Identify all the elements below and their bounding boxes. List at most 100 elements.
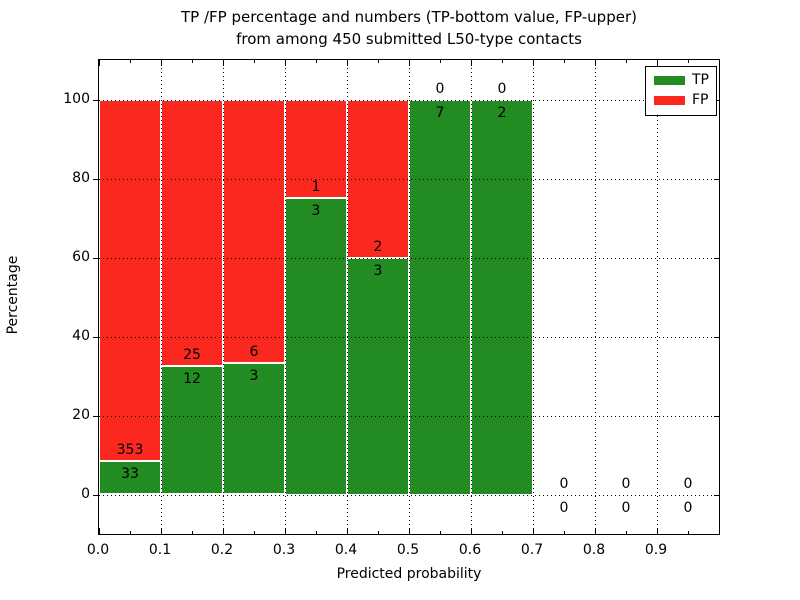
fp-count-label: 0 <box>497 80 507 97</box>
x-minor-tick <box>688 531 689 534</box>
x-minor-tick <box>254 531 255 534</box>
tp-count-label: 2 <box>497 104 507 121</box>
x-major-tick <box>347 528 348 534</box>
x-tick-label: 0.0 <box>86 542 110 558</box>
x-major-tick-top <box>657 60 658 66</box>
x-major-tick <box>595 528 596 534</box>
x-major-tick-top <box>99 60 100 66</box>
x-tick-label: 0.1 <box>148 542 172 558</box>
plot-area: TP FP 353 33 25 12 6 3 1 3 2 3 0 7 0 2 0 0 0 0 0 0 <box>93 59 720 535</box>
x-gridline <box>347 60 348 534</box>
x-tick-label: 0.8 <box>582 542 606 558</box>
x-major-tick-top <box>285 60 286 66</box>
x-tick-label: 0.2 <box>210 542 234 558</box>
x-major-tick-top <box>223 60 224 66</box>
x-major-tick <box>471 528 472 534</box>
tp-count-label: 3 <box>373 262 383 279</box>
fp-legend-swatch <box>654 96 685 105</box>
x-minor-tick <box>378 531 379 534</box>
y-major-tick-right <box>714 257 719 259</box>
x-minor-tick <box>626 531 627 534</box>
y-major-tick-right <box>714 494 719 496</box>
legend: TP FP <box>645 66 717 116</box>
chart-title-line1: TP /FP percentage and numbers (TP-bottom… <box>181 8 637 26</box>
tp-legend-label: TP <box>692 72 709 88</box>
fp-count-label: 0 <box>559 475 569 492</box>
tp-count-label: 0 <box>559 499 569 516</box>
tp-count-label: 33 <box>121 465 139 482</box>
y-axis-label: Percentage <box>5 255 21 335</box>
tp-bar-segment <box>161 366 223 495</box>
x-minor-tick-top <box>502 60 503 63</box>
x-minor-tick-top <box>130 60 131 63</box>
x-major-tick-top <box>347 60 348 66</box>
y-tick-label: 20 <box>72 406 90 423</box>
y-tick-label: 40 <box>72 327 90 344</box>
x-minor-tick <box>440 531 441 534</box>
fp-bar-segment <box>161 99 223 367</box>
tp-count-label: 3 <box>311 203 321 220</box>
x-major-tick-top <box>409 60 410 66</box>
fp-count-label: 6 <box>249 343 259 360</box>
y-major-tick <box>93 336 98 338</box>
x-tick-label: 0.9 <box>644 542 668 558</box>
tp-count-label: 3 <box>249 367 259 384</box>
x-gridline <box>595 60 596 534</box>
tp-bar-segment <box>471 99 533 495</box>
tp-bar-segment <box>347 257 409 495</box>
x-tick-label: 0.5 <box>396 542 420 558</box>
x-minor-tick <box>502 531 503 534</box>
chart-title-line2: from among 450 submitted L50-type contac… <box>236 30 582 48</box>
x-gridline <box>409 60 410 534</box>
x-gridline <box>161 60 162 534</box>
x-minor-tick-top <box>688 60 689 63</box>
x-axis-label: Predicted probability <box>336 566 482 582</box>
x-minor-tick-top <box>316 60 317 63</box>
x-major-tick-top <box>471 60 472 66</box>
fp-count-label: 0 <box>621 475 631 492</box>
chart-title: TP /FP percentage and numbers (TP-bottom… <box>99 6 719 50</box>
legend-entry-tp: TP <box>646 70 716 90</box>
fp-count-label: 25 <box>183 347 201 364</box>
x-tick-label: 0.7 <box>520 542 544 558</box>
x-tick-label: 0.3 <box>272 542 296 558</box>
x-major-tick <box>285 528 286 534</box>
tp-bar-segment <box>285 198 347 495</box>
fp-legend-label: FP <box>692 92 709 108</box>
x-major-tick <box>533 528 534 534</box>
x-gridline <box>533 60 534 534</box>
x-minor-tick-top <box>378 60 379 63</box>
y-major-tick <box>93 494 98 496</box>
y-major-tick-right <box>714 178 719 180</box>
x-minor-tick-top <box>564 60 565 63</box>
x-major-tick <box>657 528 658 534</box>
y-tick-label: 100 <box>63 90 90 107</box>
y-major-tick-right <box>714 336 719 338</box>
x-minor-tick-top <box>254 60 255 63</box>
y-major-tick <box>93 99 98 101</box>
fp-count-label: 2 <box>373 238 383 255</box>
fp-count-label: 0 <box>683 475 693 492</box>
x-tick-label: 0.6 <box>458 542 482 558</box>
fp-bar-segment <box>285 99 347 199</box>
y-major-tick <box>93 178 98 180</box>
fp-count-label: 353 <box>116 441 144 458</box>
tp-bar-segment <box>409 99 471 495</box>
x-gridline <box>657 60 658 534</box>
x-major-tick-top <box>595 60 596 66</box>
legend-entry-fp: FP <box>646 90 716 110</box>
x-major-tick-top <box>161 60 162 66</box>
x-major-tick <box>99 528 100 534</box>
x-minor-tick <box>316 531 317 534</box>
x-gridline <box>285 60 286 534</box>
x-gridline <box>471 60 472 534</box>
fp-bar-segment <box>223 99 285 363</box>
tp-count-label: 0 <box>683 499 693 516</box>
x-minor-tick-top <box>626 60 627 63</box>
tp-count-label: 12 <box>183 371 201 388</box>
tp-legend-swatch <box>654 76 685 85</box>
x-major-tick <box>161 528 162 534</box>
x-tick-label: 0.4 <box>334 542 358 558</box>
x-minor-tick <box>192 531 193 534</box>
